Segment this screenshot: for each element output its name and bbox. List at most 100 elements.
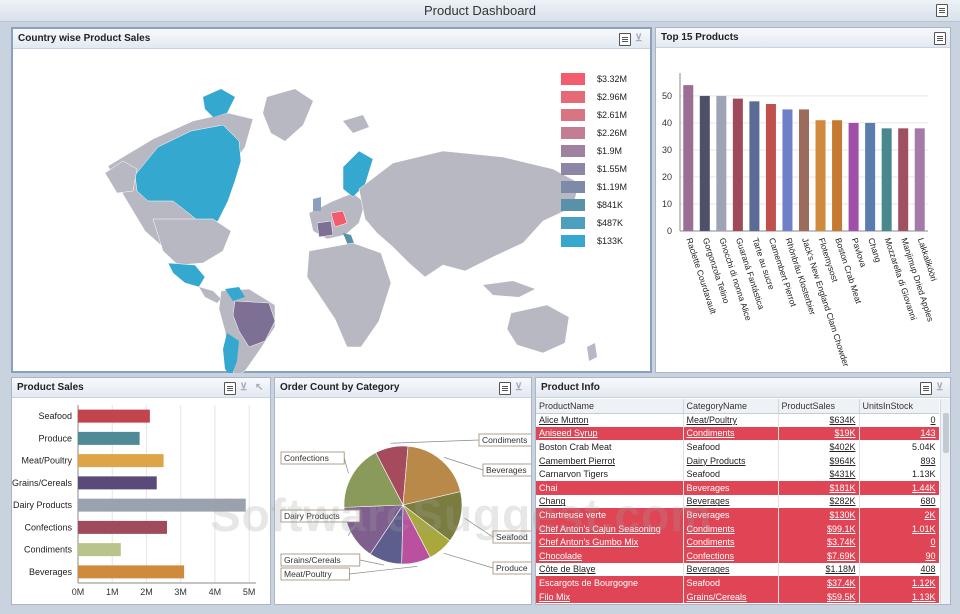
cell-unitsinstock[interactable]: 1.12K	[859, 576, 939, 590]
drill-up-icon[interactable]: ↖	[255, 382, 264, 393]
cell-categoryname[interactable]: Meat/Poultry	[683, 413, 779, 427]
table-row[interactable]: Carnarvon Tigers Seafood $431K 1.13K	[536, 467, 939, 481]
map-legend: $3.32M $2.96M $2.61M $2.26M $1.9M $1.55M $1.19…	[561, 73, 651, 259]
bar	[815, 120, 826, 231]
product-sales-chart[interactable]: 0M 1M 2M 3M 4M 5M Seafood Produce Meat/Poultry Gr…	[12, 399, 270, 605]
cell-productsales[interactable]: $19K	[778, 426, 860, 441]
cell-productsales[interactable]: $282K	[778, 494, 860, 509]
cell-productsales[interactable]: $3.74K	[778, 535, 860, 549]
cell-categoryname[interactable]: Confections	[683, 548, 779, 563]
cell-unitsinstock[interactable]: 0	[859, 535, 939, 549]
cell-productname[interactable]: Camembert Pierrot	[536, 453, 684, 468]
vertical-scrollbar[interactable]	[940, 399, 950, 604]
cell-productname[interactable]: Escargots de Bourgogne	[536, 576, 684, 590]
table-row[interactable]: Aniseed Syrup Condiments $19K 143	[536, 426, 939, 441]
table-row[interactable]: Camembert Pierrot Dairy Products $964K 893	[536, 453, 939, 468]
cell-unitsinstock[interactable]: 2K	[859, 508, 939, 522]
cell-productname[interactable]: Carnarvon Tigers	[536, 467, 684, 481]
table-row[interactable]: Chef Anton's Gumbo Mix Condiments $3.74K 0	[536, 535, 939, 549]
clear-filter-icon[interactable]: ⊻	[240, 382, 248, 393]
cell-categoryname[interactable]: Seafood	[683, 467, 779, 481]
legend-swatch	[561, 145, 585, 157]
cell-unitsinstock[interactable]: 143	[859, 426, 939, 441]
cell-productname[interactable]: Chocolade	[536, 548, 684, 563]
cell-productsales[interactable]: $7.69K	[778, 548, 860, 563]
map-region-usa	[152, 218, 232, 266]
clear-filter-icon[interactable]: ⊻	[635, 33, 643, 44]
cell-unitsinstock[interactable]: 0	[859, 413, 939, 427]
cell-categoryname[interactable]: Seafood	[683, 576, 779, 590]
table-row[interactable]: Alice Mutton Meat/Poultry $634K 0	[536, 413, 939, 427]
cell-categoryname[interactable]: Beverages	[683, 494, 779, 509]
export-icon[interactable]	[936, 4, 948, 17]
export-icon[interactable]	[619, 33, 631, 46]
cell-unitsinstock[interactable]: 90	[859, 548, 939, 563]
map-region-canada-islands	[203, 89, 235, 117]
cell-productname[interactable]: Chef Anton's Gumbo Mix	[536, 535, 684, 549]
cell-productsales[interactable]: $431K	[778, 467, 860, 481]
table-row[interactable]: Chartreuse verte Beverages $130K 2K	[536, 508, 939, 522]
cell-unitsinstock[interactable]: 1.13K	[859, 467, 939, 481]
cell-unitsinstock[interactable]: 5.04K	[859, 440, 939, 454]
cell-productsales[interactable]: $37.4K	[778, 576, 860, 590]
cell-unitsinstock[interactable]: 893	[859, 453, 939, 468]
table-row[interactable]: Boston Crab Meat Seafood $402K 5.04K	[536, 440, 939, 454]
clear-filter-icon[interactable]: ⊻	[515, 382, 523, 393]
export-icon[interactable]	[920, 382, 932, 395]
table-row[interactable]: Escargots de Bourgogne Seafood $37.4K 1.12K	[536, 576, 939, 590]
cell-categoryname[interactable]: Beverages	[683, 562, 779, 577]
cell-productname[interactable]: Boston Crab Meat	[536, 440, 684, 454]
leader-line	[443, 552, 494, 569]
cell-productsales[interactable]: $130K	[778, 508, 860, 522]
cell-productname[interactable]: Chartreuse verte	[536, 508, 684, 522]
cell-categoryname[interactable]: Beverages	[683, 508, 779, 522]
bar	[881, 128, 892, 231]
cell-productname[interactable]: Alice Mutton	[536, 413, 684, 427]
cell-categoryname[interactable]: Beverages	[683, 480, 779, 495]
x-tick-label: 4M	[209, 587, 222, 597]
cell-categoryname[interactable]: Condiments	[683, 521, 779, 536]
world-map[interactable]	[13, 51, 650, 373]
cell-unitsinstock[interactable]: 1.44K	[859, 480, 939, 495]
table-row[interactable]: Chang Beverages $282K 680	[536, 494, 939, 509]
scrollbar-thumb[interactable]	[943, 413, 949, 453]
cell-productname[interactable]: Chang	[536, 494, 684, 509]
table-row[interactable]: Chef Anton's Cajun Seasoning Condiments $9…	[536, 521, 939, 536]
cell-categoryname[interactable]: Grains/Cereals	[683, 589, 779, 604]
map-region-mexico	[167, 262, 206, 288]
cell-productsales[interactable]: $59.5K	[778, 589, 860, 604]
cell-categoryname[interactable]: Seafood	[683, 440, 779, 454]
cell-productname[interactable]: Aniseed Syrup	[536, 426, 684, 441]
cell-productsales[interactable]: $99.1K	[778, 521, 860, 536]
export-icon[interactable]	[224, 382, 236, 395]
cell-productsales[interactable]: $634K	[778, 413, 860, 427]
cell-productsales[interactable]: $1.18M	[778, 562, 860, 577]
table-row[interactable]: Chai Beverages $181K 1.44K	[536, 480, 939, 495]
cell-categoryname[interactable]: Dairy Products	[683, 453, 779, 468]
table-row[interactable]: Filo Mix Grains/Cereals $59.5K 1.13K	[536, 589, 939, 604]
export-icon[interactable]	[499, 382, 511, 395]
cell-unitsinstock[interactable]: 680	[859, 494, 939, 509]
cell-productname[interactable]: Filo Mix	[536, 589, 684, 604]
table-row[interactable]: Côte de Blaye Beverages $1.18M 408	[536, 562, 939, 577]
cell-unitsinstock[interactable]: 408	[859, 562, 939, 577]
order-count-pie[interactable]: Condiments Beverages Seafood Produce Meat/Po…	[275, 399, 531, 605]
cell-unitsinstock[interactable]: 1.01K	[859, 521, 939, 536]
column-header-unitsinstock[interactable]: UnitsInStock	[859, 399, 939, 414]
cell-productsales[interactable]: $181K	[778, 480, 860, 495]
column-header-productname[interactable]: ProductName	[536, 399, 684, 414]
export-icon[interactable]	[934, 32, 946, 45]
clear-filter-icon[interactable]: ⊻	[936, 382, 944, 393]
cell-productsales[interactable]: $402K	[778, 440, 860, 454]
cell-productname[interactable]: Chef Anton's Cajun Seasoning	[536, 521, 684, 536]
cell-unitsinstock[interactable]: 1.13K	[859, 589, 939, 604]
cell-categoryname[interactable]: Condiments	[683, 535, 779, 549]
column-header-productsales[interactable]: ProductSales	[778, 399, 860, 414]
cell-productname[interactable]: Chai	[536, 480, 684, 495]
cell-productsales[interactable]: $964K	[778, 453, 860, 468]
column-header-categoryname[interactable]: CategoryName	[683, 399, 779, 414]
table-row[interactable]: Chocolade Confections $7.69K 90	[536, 548, 939, 563]
cell-productname[interactable]: Côte de Blaye	[536, 562, 684, 577]
cell-categoryname[interactable]: Condiments	[683, 426, 779, 441]
